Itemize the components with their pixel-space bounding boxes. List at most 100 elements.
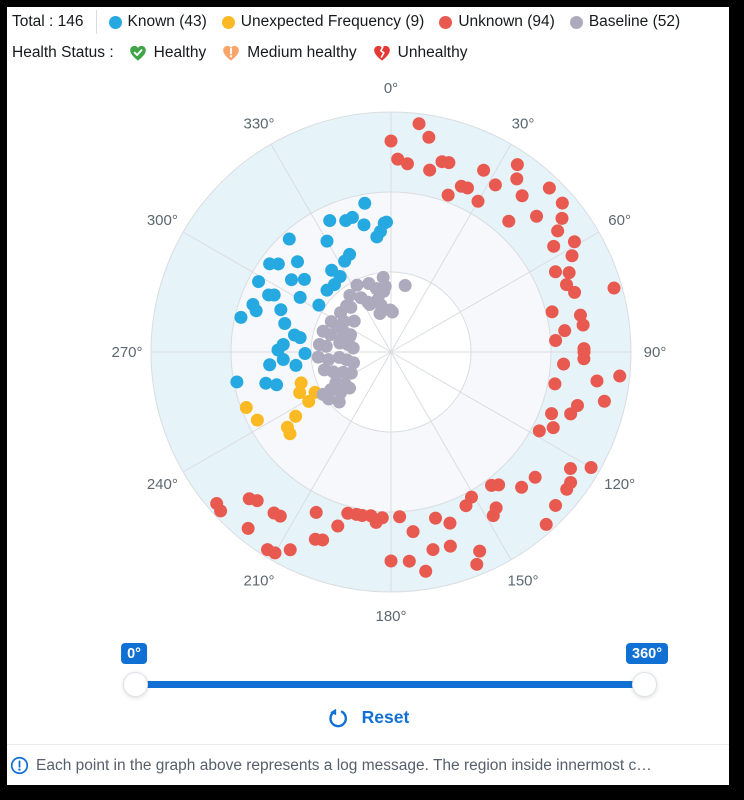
data-point-baseline[interactable]	[311, 350, 325, 364]
data-point-known[interactable]	[357, 218, 371, 232]
reset-button[interactable]: Reset	[321, 704, 416, 731]
data-point-unknown[interactable]	[530, 209, 544, 223]
data-point-baseline[interactable]	[316, 387, 330, 401]
data-point-unknown[interactable]	[549, 498, 563, 512]
data-point-baseline[interactable]	[363, 297, 377, 311]
data-point-unknown[interactable]	[545, 305, 559, 319]
data-point-unknown[interactable]	[412, 117, 426, 131]
data-point-unknown[interactable]	[546, 421, 560, 435]
legend-item-unknown-94[interactable]: Unknown (94)	[439, 13, 555, 31]
data-point-baseline[interactable]	[328, 381, 342, 395]
data-point-unknown[interactable]	[576, 318, 590, 332]
data-point-baseline[interactable]	[350, 278, 364, 292]
data-point-unknown[interactable]	[441, 188, 455, 202]
data-point-baseline[interactable]	[337, 315, 351, 329]
data-point-unknown[interactable]	[241, 521, 255, 535]
data-point-known[interactable]	[230, 375, 244, 389]
data-point-unknown[interactable]	[384, 554, 398, 568]
data-point-known[interactable]	[271, 257, 285, 271]
data-point-unknown[interactable]	[563, 462, 577, 476]
data-point-baseline[interactable]	[343, 288, 357, 302]
data-point-known[interactable]	[271, 343, 285, 357]
data-point-unknown[interactable]	[532, 424, 546, 438]
data-point-unexpected-frequency[interactable]	[302, 394, 316, 408]
data-point-unknown[interactable]	[577, 352, 591, 366]
data-point-unknown[interactable]	[393, 510, 407, 524]
data-point-unknown[interactable]	[564, 407, 578, 421]
data-point-unknown[interactable]	[268, 546, 282, 560]
data-point-known[interactable]	[323, 214, 337, 228]
data-point-unknown[interactable]	[443, 539, 457, 553]
data-point-known[interactable]	[282, 232, 296, 246]
data-point-unknown[interactable]	[590, 374, 604, 388]
data-point-baseline[interactable]	[321, 353, 335, 367]
data-point-unknown[interactable]	[331, 519, 345, 533]
data-point-known[interactable]	[298, 347, 312, 361]
data-point-unknown[interactable]	[613, 369, 627, 383]
data-point-unknown[interactable]	[460, 181, 474, 195]
data-point-unknown[interactable]	[470, 557, 484, 571]
data-point-unknown[interactable]	[471, 194, 485, 208]
data-point-unknown[interactable]	[557, 357, 571, 371]
data-point-unknown[interactable]	[485, 478, 499, 492]
slider-handle-min[interactable]	[123, 672, 148, 697]
data-point-unknown[interactable]	[560, 482, 574, 496]
data-point-unknown[interactable]	[597, 394, 611, 408]
data-point-known[interactable]	[370, 230, 384, 244]
data-point-unknown[interactable]	[214, 504, 228, 518]
data-point-baseline[interactable]	[342, 381, 356, 395]
data-point-unknown[interactable]	[316, 533, 330, 547]
data-point-unknown[interactable]	[539, 517, 553, 531]
data-point-unknown[interactable]	[510, 172, 524, 186]
data-point-unknown[interactable]	[384, 134, 398, 148]
data-point-known[interactable]	[289, 358, 303, 372]
data-point-unknown[interactable]	[309, 505, 323, 519]
data-point-unknown[interactable]	[502, 214, 516, 228]
polar-scatter-chart[interactable]: 0° 30° 60° 90° 120° 150° 180° 210° 240° 270° 300° 3…	[7, 67, 729, 642]
data-point-unknown[interactable]	[419, 564, 433, 578]
data-point-unknown[interactable]	[607, 281, 621, 295]
data-point-baseline[interactable]	[323, 328, 337, 342]
data-point-unknown[interactable]	[510, 158, 524, 172]
data-point-known[interactable]	[297, 272, 311, 286]
data-point-known[interactable]	[358, 196, 372, 210]
legend-item-baseline-52[interactable]: Baseline (52)	[569, 13, 680, 31]
data-point-unknown[interactable]	[515, 189, 529, 203]
data-point-unknown[interactable]	[375, 511, 389, 525]
data-point-known[interactable]	[274, 303, 288, 317]
data-point-baseline[interactable]	[319, 339, 333, 353]
data-point-known[interactable]	[259, 376, 273, 390]
data-point-known[interactable]	[276, 353, 290, 367]
data-point-unknown[interactable]	[422, 130, 436, 144]
data-point-unknown[interactable]	[551, 224, 565, 238]
data-point-known[interactable]	[252, 275, 266, 289]
data-point-known[interactable]	[320, 283, 334, 297]
data-point-known[interactable]	[338, 254, 352, 268]
data-point-unknown[interactable]	[547, 239, 561, 253]
data-point-unknown[interactable]	[283, 543, 297, 557]
data-point-baseline[interactable]	[373, 307, 387, 321]
data-point-unknown[interactable]	[558, 324, 572, 338]
data-point-unknown[interactable]	[542, 181, 556, 195]
data-point-baseline[interactable]	[326, 365, 340, 379]
data-point-unknown[interactable]	[560, 278, 574, 292]
data-point-baseline[interactable]	[333, 333, 347, 347]
data-point-unknown[interactable]	[568, 285, 582, 299]
legend-item-known-43[interactable]: Known (43)	[108, 13, 207, 31]
data-point-unknown[interactable]	[584, 461, 598, 474]
data-point-known[interactable]	[290, 255, 304, 269]
data-point-unknown[interactable]	[400, 157, 414, 171]
data-point-known[interactable]	[234, 310, 248, 324]
data-point-unexpected-frequency[interactable]	[239, 401, 253, 415]
data-point-unknown[interactable]	[402, 554, 416, 568]
data-point-baseline[interactable]	[378, 279, 392, 293]
data-point-known[interactable]	[267, 288, 281, 302]
data-point-baseline[interactable]	[332, 395, 346, 409]
data-point-unknown[interactable]	[429, 511, 443, 525]
data-point-unknown[interactable]	[442, 156, 456, 170]
legend-item-unexpected-frequency-9[interactable]: Unexpected Frequency (9)	[221, 13, 424, 31]
slider-handle-max[interactable]	[632, 672, 657, 697]
data-point-known[interactable]	[339, 214, 353, 228]
data-point-known[interactable]	[293, 331, 307, 345]
data-point-unknown[interactable]	[473, 544, 487, 558]
